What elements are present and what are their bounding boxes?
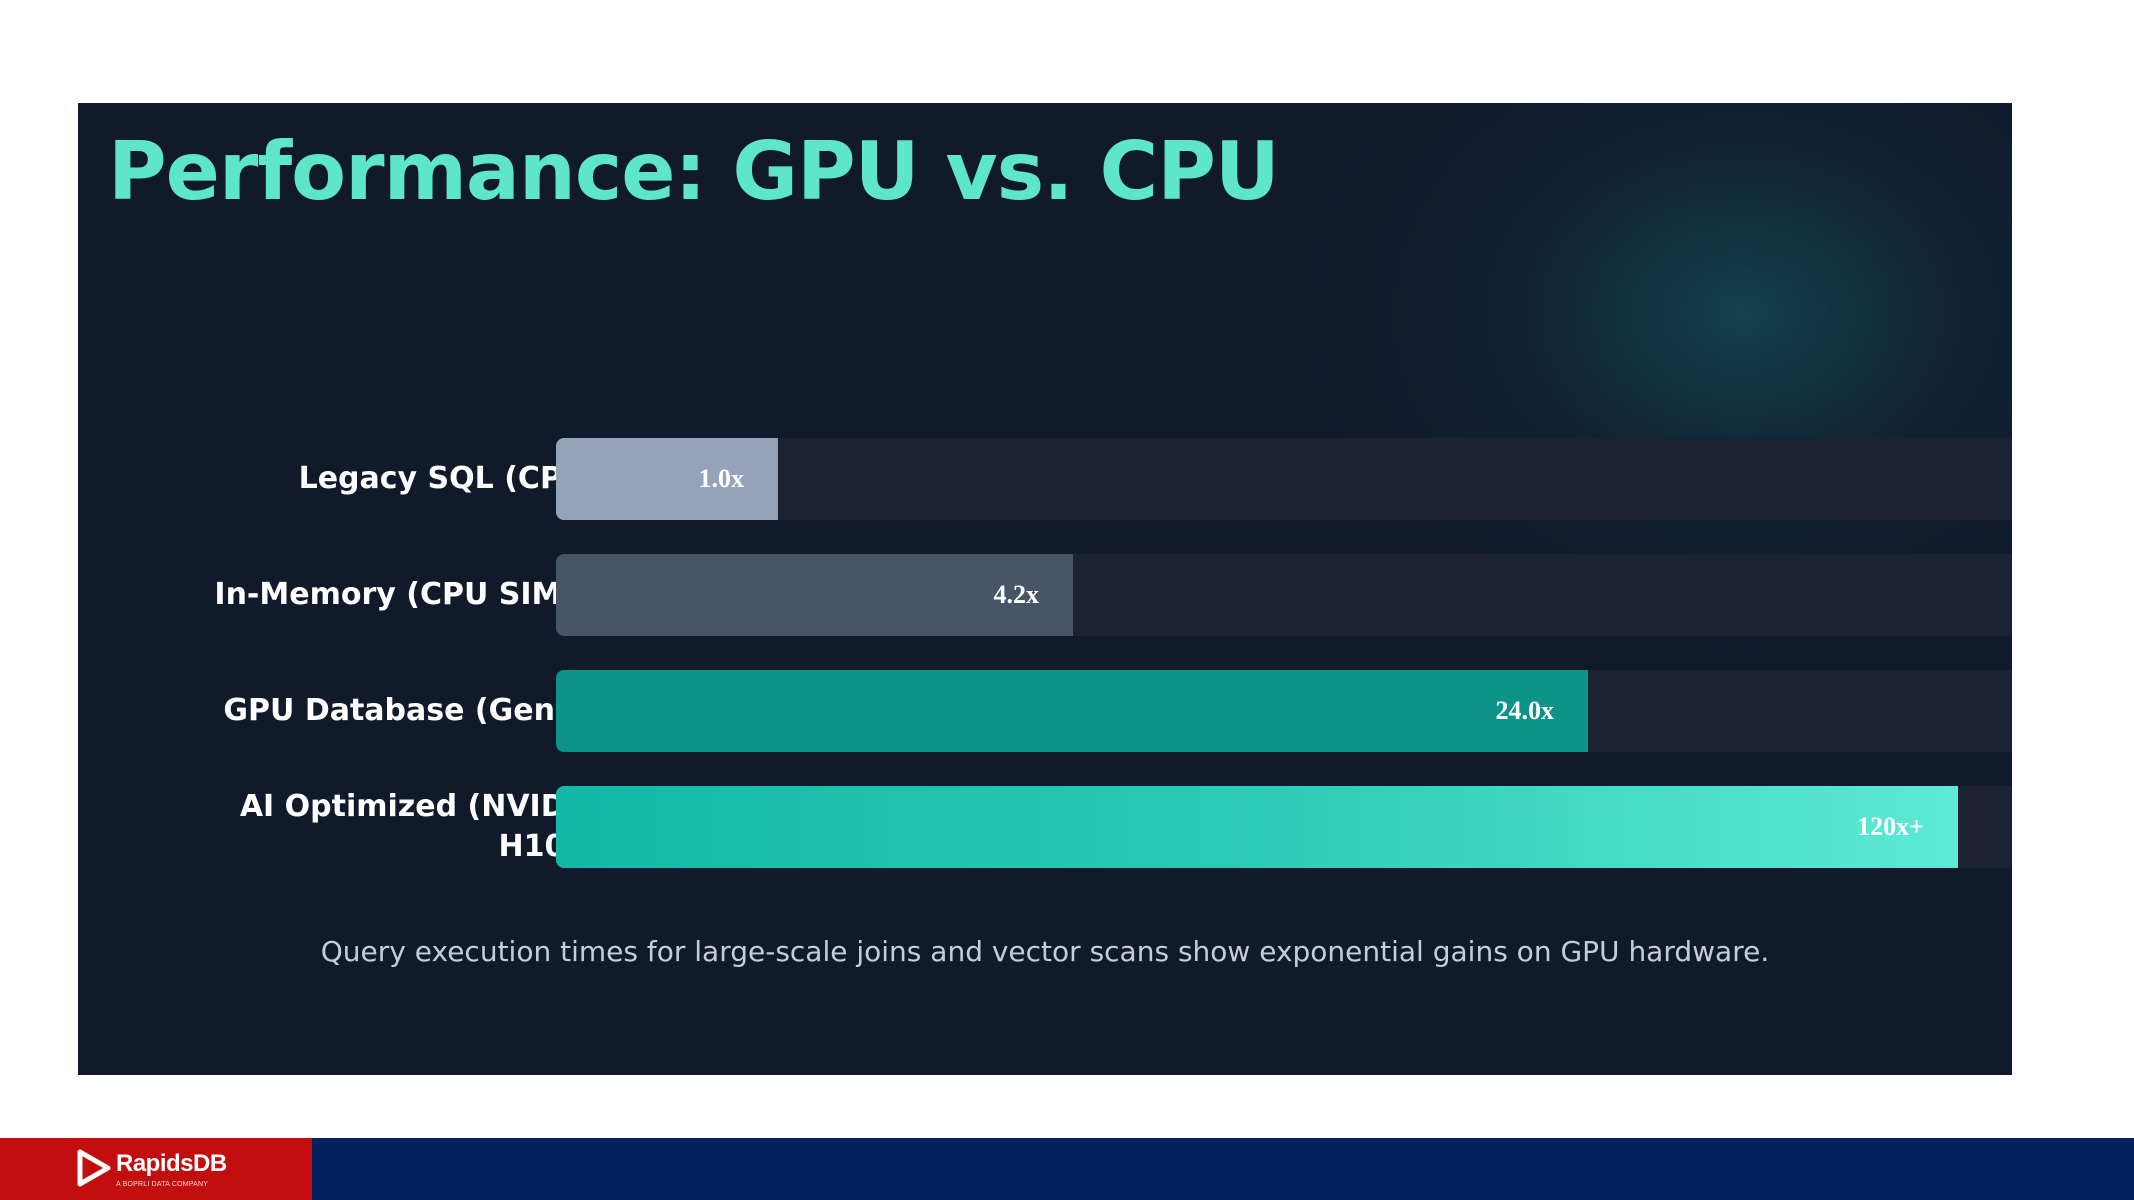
slide-title: Performance: GPU vs. CPU [108, 125, 1280, 218]
bar-track [556, 438, 2012, 520]
brand-name: RapidsDB [116, 1150, 227, 1177]
slide-panel: Performance: GPU vs. CPU Legacy SQL (CPU… [78, 103, 2012, 1075]
bar-value-label: 4.2x [993, 580, 1040, 609]
bar-chart: Legacy SQL (CPU) 1.0x In-Memory (CPU SIMD)… [78, 103, 2012, 1075]
bar [556, 670, 1588, 752]
bar-value-label: 1.0x [698, 464, 745, 493]
category-label: In-Memory (CPU SIMD) [214, 577, 600, 612]
bar [556, 786, 1958, 868]
rapidsdb-logo-icon [77, 1149, 111, 1187]
chart-caption: Query execution times for large-scale jo… [320, 935, 1770, 968]
category-label: AI Optimized (NVIDIA H100) [239, 789, 600, 864]
bar-value-label: 120x+ [1857, 812, 1924, 841]
category-label: GPU Database (Gen 1) [223, 693, 600, 728]
footer-bar: RapidsDB A BOPRLI DATA COMPANY [0, 1138, 2134, 1200]
bar [556, 438, 778, 520]
bar [556, 554, 1073, 636]
footer-brand-block: RapidsDB A BOPRLI DATA COMPANY [0, 1138, 312, 1200]
category-label: Legacy SQL (CPU) [298, 461, 600, 496]
brand-tagline: A BOPRLI DATA COMPANY [116, 1181, 209, 1188]
bar-value-label: 24.0x [1495, 696, 1555, 725]
